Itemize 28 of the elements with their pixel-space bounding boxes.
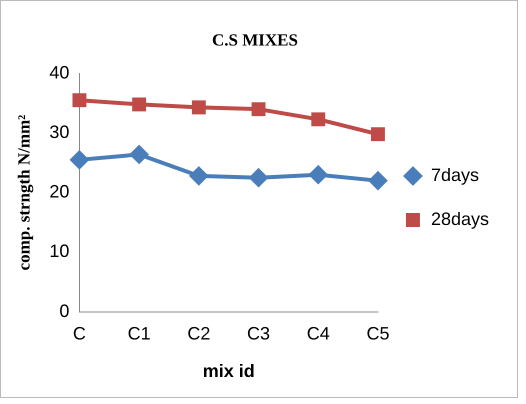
- y-tick-label: 40: [49, 62, 70, 82]
- x-tick-label: C2: [187, 324, 210, 344]
- point: [311, 112, 326, 126]
- point: [252, 102, 266, 116]
- point: [72, 93, 86, 108]
- x-axis-title: mix id: [202, 361, 255, 382]
- point: [309, 166, 328, 184]
- x-tick-label: C1: [128, 324, 151, 344]
- point: [132, 97, 146, 112]
- y-tick-label: 20: [49, 182, 70, 202]
- chart-title: C.S MIXES: [212, 30, 298, 50]
- point: [250, 168, 268, 187]
- x-tick-label: C: [72, 324, 86, 344]
- point: [192, 100, 206, 114]
- y-tick-label: 30: [49, 122, 70, 142]
- legend-label: 7days: [430, 164, 480, 185]
- x-tick-label: C5: [366, 324, 390, 344]
- y-tick-label: 0: [59, 300, 70, 321]
- y-axis-title: comp. strngth N/mm²: [14, 114, 34, 270]
- point: [371, 127, 385, 142]
- legend-label: 28days: [430, 208, 490, 229]
- point: [368, 172, 387, 190]
- y-tick-label: 10: [49, 241, 70, 262]
- x-tick-label: C4: [306, 324, 330, 344]
- point: [190, 166, 208, 185]
- point: [70, 150, 88, 169]
- point: [130, 145, 148, 164]
- x-tick-label: C3: [247, 324, 270, 344]
